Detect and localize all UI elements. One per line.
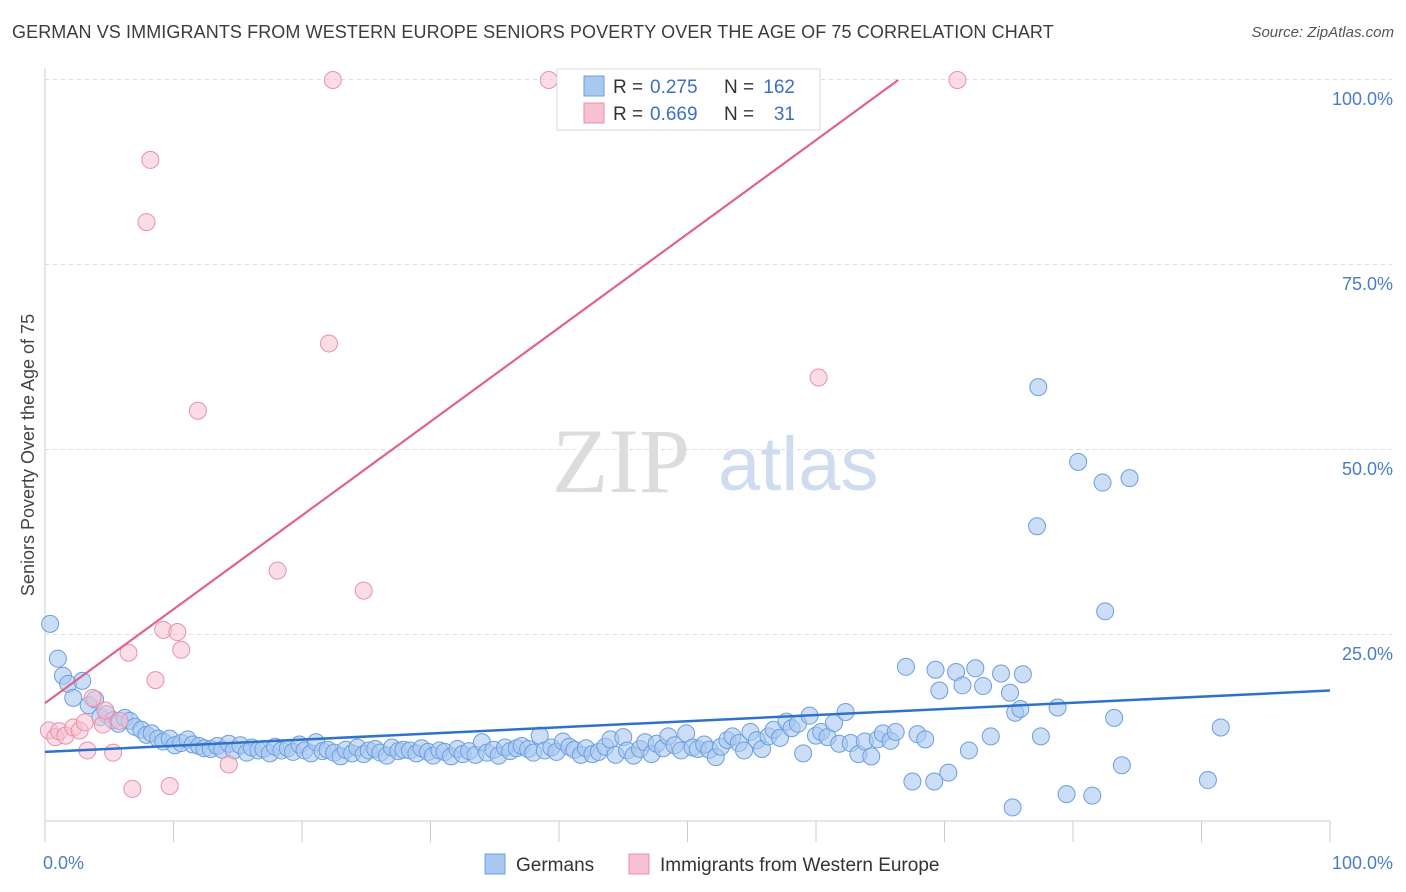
source-credit: Source: ZipAtlas.com xyxy=(1251,24,1394,41)
point-immigrants-26 xyxy=(539,71,558,89)
point-immigrants-14 xyxy=(141,150,160,169)
point-germans-153 xyxy=(974,677,993,696)
point-immigrants-13 xyxy=(137,213,156,232)
tick-labels: 25.0% 50.0% 75.0% 100.0% 0.0% 100.0% xyxy=(43,89,1393,873)
point-immigrants-9 xyxy=(104,743,123,762)
legend-r-value-immigrants: 0.669 xyxy=(650,104,698,125)
point-germans-170 xyxy=(903,772,922,791)
trend-lines xyxy=(44,79,1331,754)
y-tick-label-3: 100.0% xyxy=(1332,89,1393,109)
y-tick-label-2: 75.0% xyxy=(1342,274,1393,294)
legend-n-label-immigrants: N = xyxy=(724,104,754,125)
bottom-legend-label-immigrants: Immigrants from Western Europe xyxy=(660,855,939,876)
legend-r-label-immigrants: R = xyxy=(613,104,643,125)
bottom-legend-label-germans: Germans xyxy=(516,855,594,876)
point-germans-169 xyxy=(1057,785,1076,804)
point-germans-156 xyxy=(1001,683,1020,702)
point-germans-143 xyxy=(886,722,905,741)
point-immigrants-30 xyxy=(75,713,94,732)
point-immigrants-18 xyxy=(168,623,187,642)
point-immigrants-24 xyxy=(323,71,342,89)
point-germans-162 xyxy=(1069,452,1088,471)
point-germans-124 xyxy=(771,728,790,747)
legend-swatch-immigrants xyxy=(583,102,605,124)
watermark: ZIP atlas xyxy=(552,410,879,512)
gridlines xyxy=(45,79,1392,635)
legend-r-label-germans: R = xyxy=(613,77,643,98)
point-germans-150 xyxy=(953,676,972,695)
point-germans-167 xyxy=(1120,469,1139,488)
point-immigrants-20 xyxy=(188,401,207,420)
point-immigrants-17 xyxy=(160,776,179,795)
legend-r-value-germans: 0.275 xyxy=(650,77,698,98)
point-immigrants-29 xyxy=(96,701,115,720)
point-immigrants-22 xyxy=(268,561,287,580)
x-tick-label-end: 100.0% xyxy=(1332,853,1393,873)
point-germans-147 xyxy=(926,660,945,679)
point-germans-155 xyxy=(992,664,1011,683)
point-immigrants-10 xyxy=(110,711,129,730)
point-germans-146 xyxy=(916,730,935,749)
y-tick-label-0: 25.0% xyxy=(1342,644,1393,664)
y-tick-label-1: 50.0% xyxy=(1342,459,1393,479)
watermark-zip: ZIP xyxy=(552,410,690,512)
point-germans-163 xyxy=(1093,473,1112,492)
series-immigrants-points xyxy=(39,71,967,798)
bottom-legend-swatch-immigrants xyxy=(628,853,650,875)
trend-line-immigrants xyxy=(44,79,899,704)
point-immigrants-27 xyxy=(809,368,828,387)
point-germans-168 xyxy=(1003,798,1022,817)
x-tick-label-start: 0.0% xyxy=(43,853,84,873)
point-germans-165 xyxy=(1105,708,1124,727)
chart-title: GERMAN VS IMMIGRANTS FROM WESTERN EUROPE… xyxy=(12,22,1054,42)
bottom-legend-swatch-germans xyxy=(484,853,506,875)
point-germans-177 xyxy=(1211,718,1230,737)
point-germans-154 xyxy=(981,727,1000,746)
point-immigrants-25 xyxy=(354,581,373,600)
point-germans-166 xyxy=(1112,756,1131,775)
point-immigrants-7 xyxy=(83,688,102,707)
point-germans-161 xyxy=(1048,698,1067,717)
point-germans-160 xyxy=(1031,727,1050,746)
point-germans-4 xyxy=(64,688,83,707)
point-germans-128 xyxy=(794,744,813,763)
legend-n-value-immigrants: 31 xyxy=(774,104,795,125)
point-germans-174 xyxy=(1011,700,1030,718)
point-germans-1 xyxy=(48,649,67,668)
point-immigrants-28 xyxy=(948,71,967,89)
point-germans-144 xyxy=(896,657,915,676)
point-immigrants-19 xyxy=(172,640,191,659)
point-immigrants-11 xyxy=(119,643,138,662)
legend-swatch-germans xyxy=(583,75,605,97)
point-immigrants-21 xyxy=(219,755,238,774)
point-germans-0 xyxy=(41,614,60,633)
point-germans-151 xyxy=(959,741,978,760)
legend-n-value-germans: 162 xyxy=(763,77,795,98)
point-germans-158 xyxy=(1013,665,1032,684)
point-germans-173 xyxy=(1198,771,1217,790)
point-germans-172 xyxy=(925,772,944,791)
point-germans-176 xyxy=(1083,786,1102,805)
point-germans-135 xyxy=(836,702,855,721)
legend-n-label-germans: N = xyxy=(724,77,754,98)
point-germans-171 xyxy=(939,763,958,782)
axes xyxy=(44,68,1331,842)
stats-legend: R = 0.275 N = 162 R = 0.669 N = 31 xyxy=(556,68,821,131)
point-germans-164 xyxy=(1096,602,1115,621)
series-legend: Germans Immigrants from Western Europe xyxy=(484,853,939,876)
point-germans-148 xyxy=(930,681,949,700)
point-germans-118 xyxy=(735,741,754,760)
point-immigrants-15 xyxy=(146,671,165,690)
point-immigrants-12 xyxy=(123,779,142,798)
watermark-atlas: atlas xyxy=(718,422,879,507)
point-germans-139 xyxy=(862,747,881,766)
point-germans-152 xyxy=(966,659,985,678)
trend-line-germans xyxy=(44,689,1331,754)
y-axis-label: Seniors Poverty Over the Age of 75 xyxy=(18,314,38,596)
point-germans-159 xyxy=(1029,378,1048,397)
point-germans-175 xyxy=(1028,517,1047,536)
point-immigrants-23 xyxy=(319,334,338,353)
